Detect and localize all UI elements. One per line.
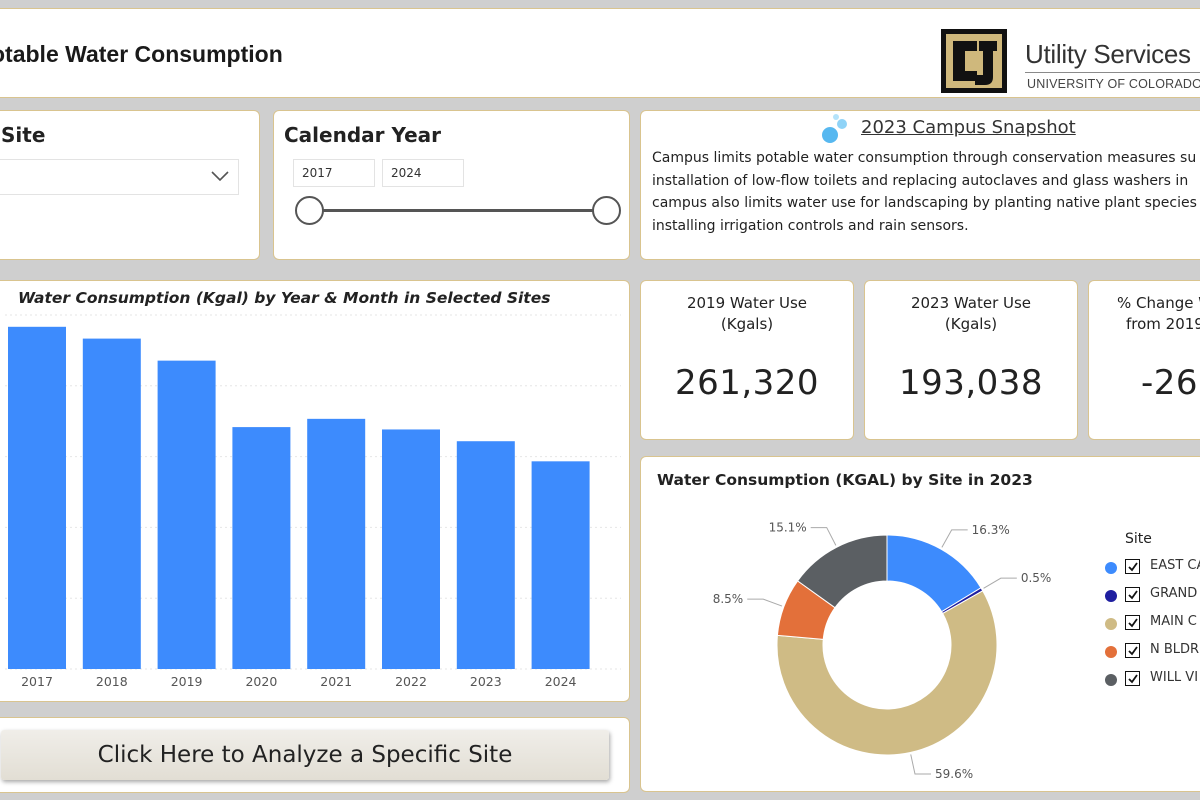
legend-color-dot xyxy=(1105,646,1117,658)
leader-line xyxy=(941,529,968,548)
x-tick-label: 2022 xyxy=(395,674,427,689)
legend-label: EAST CA xyxy=(1150,558,1200,573)
kpi-value: -26. xyxy=(1141,363,1200,403)
x-tick-label: 2019 xyxy=(171,674,203,689)
legend-item[interactable]: EAST CA xyxy=(1105,555,1200,583)
kpi-label: 2019 Water Use (Kgals) xyxy=(641,293,853,335)
legend-color-dot xyxy=(1105,562,1117,574)
year-to-input[interactable]: 2024 xyxy=(382,159,464,187)
legend-label: WILL VI xyxy=(1150,670,1199,685)
donut-slice-will-vi[interactable] xyxy=(796,534,888,609)
x-tick-label: 2018 xyxy=(96,674,128,689)
legend-label: N BLDR xyxy=(1150,642,1200,657)
year-slider-end-handle[interactable] xyxy=(592,196,621,225)
checkbox-checked-icon[interactable] xyxy=(1125,671,1140,686)
kpi-2023-water-use: 2023 Water Use (Kgals) 193,038 xyxy=(864,280,1078,440)
x-tick-label: 2021 xyxy=(320,674,352,689)
kpi-value: 193,038 xyxy=(898,363,1044,403)
pie-chart-card: Water Consumption (KGAL) by Site in 2023… xyxy=(640,456,1200,792)
bar-2017[interactable] xyxy=(8,326,66,669)
snapshot-body: Campus limits potable water consumption … xyxy=(652,147,1200,237)
leader-line xyxy=(910,754,931,775)
kpi-label-line1: % Change W xyxy=(1117,294,1200,312)
bar-2020[interactable] xyxy=(232,427,291,669)
x-tick-label: 2020 xyxy=(245,674,277,689)
kpi-value: 261,320 xyxy=(674,363,820,403)
bar-chart-title: Water Consumption (Kgal) by Year & Month… xyxy=(18,289,551,307)
kpi-label: 2023 Water Use (Kgals) xyxy=(865,293,1077,335)
kpi-2019-water-use: 2019 Water Use (Kgals) 261,320 xyxy=(640,280,854,440)
year-slider-start-handle[interactable] xyxy=(295,196,324,225)
legend-color-dot xyxy=(1105,618,1117,630)
leader-line xyxy=(747,598,783,607)
checkbox-checked-icon[interactable] xyxy=(1125,615,1140,630)
kpi-label-line2: from 2019 xyxy=(1126,315,1200,333)
snapshot-line: Campus limits potable water consumption … xyxy=(652,150,1197,166)
slice-pct-label: 0.5% xyxy=(1021,571,1052,585)
checkbox-checked-icon[interactable] xyxy=(1125,643,1140,658)
bar-2024[interactable] xyxy=(531,461,590,669)
bar-chart-card: Water Consumption (Kgal) by Year & Month… xyxy=(0,280,630,702)
bar-2023[interactable] xyxy=(456,441,515,669)
checkbox-checked-icon[interactable] xyxy=(1125,559,1140,574)
water-bubbles-icon xyxy=(822,114,847,143)
snapshot-line: campus also limits water use for landsca… xyxy=(652,195,1197,211)
bar-2018[interactable] xyxy=(82,338,141,669)
legend-item[interactable]: GRAND xyxy=(1105,583,1197,611)
kpi-label: % Change W from 2019 xyxy=(1117,293,1200,335)
leader-line xyxy=(810,527,837,546)
x-tick-label: 2024 xyxy=(545,674,577,689)
x-tick-label: 2017 xyxy=(21,674,53,689)
kpi-percent-change: % Change W from 2019 -26. xyxy=(1088,280,1200,440)
analyze-site-button[interactable]: Click Here to Analyze a Specific Site xyxy=(1,730,609,780)
legend-item[interactable]: N BLDR xyxy=(1105,639,1199,667)
bar-2021[interactable] xyxy=(307,418,366,669)
donut-chart: 16.3% 0.5% 59.6% 8.5% 15.1% xyxy=(713,521,1052,781)
analyze-card: Click Here to Analyze a Specific Site xyxy=(0,717,630,793)
kpi-label-line2: (Kgals) xyxy=(944,315,998,333)
logo-subtitle: UNIVERSITY OF COLORADO xyxy=(1027,77,1200,91)
legend-color-dot xyxy=(1105,674,1117,686)
chevron-down-icon xyxy=(211,171,229,182)
snapshot-line: installation of low-flow toilets and rep… xyxy=(652,172,1189,189)
leader-line xyxy=(983,577,1017,589)
kpi-label-line1: 2019 Water Use xyxy=(686,294,808,312)
slice-pct-label: 15.1% xyxy=(769,521,807,535)
legend-item[interactable]: MAIN C xyxy=(1105,611,1197,639)
cu-logo-icon xyxy=(941,29,1007,93)
legend-item[interactable]: WILL VI xyxy=(1105,667,1198,695)
legend-title: Site xyxy=(1125,531,1152,547)
site-slicer: Site xyxy=(0,110,260,260)
cu-logo: Utility Services UNIVERSITY OF COLORADO xyxy=(939,27,1200,97)
title-bar: otable Water Consumption Utility Service… xyxy=(0,8,1200,98)
slice-pct-label: 8.5% xyxy=(713,592,744,606)
snapshot-title: 2023 Campus Snapshot xyxy=(861,117,1076,138)
site-dropdown[interactable] xyxy=(0,159,239,195)
year-from-input[interactable]: 2017 xyxy=(293,159,375,187)
donut-slice-main-c[interactable] xyxy=(776,590,998,756)
year-slicer: Calendar Year 2017 2024 xyxy=(273,110,630,260)
legend-label: MAIN C xyxy=(1150,614,1197,629)
x-tick-label: 2023 xyxy=(470,674,502,689)
pie-chart-title: Water Consumption (KGAL) by Site in 2023 xyxy=(657,471,1033,489)
campus-snapshot: 2023 Campus Snapshot Campus limits potab… xyxy=(640,110,1200,260)
checkbox-checked-icon[interactable] xyxy=(1125,587,1140,602)
page-title: otable Water Consumption xyxy=(0,41,283,67)
logo-divider xyxy=(1025,72,1200,73)
slice-pct-label: 16.3% xyxy=(972,523,1010,537)
pie-legend: Site EAST CA GRAND MAIN C N BLDR WILL VI xyxy=(1105,531,1200,695)
site-slicer-label: Site xyxy=(1,123,46,147)
slice-pct-label: 59.6% xyxy=(935,767,973,781)
kpi-label-line2: (Kgals) xyxy=(720,315,774,333)
year-slicer-label: Calendar Year xyxy=(284,123,442,147)
legend-label: GRAND xyxy=(1150,586,1198,601)
logo-name: Utility Services xyxy=(1025,39,1191,69)
bar-2019[interactable] xyxy=(157,360,216,669)
kpi-label-line1: 2023 Water Use xyxy=(910,294,1032,312)
bar-chart: 2017 2018 2019 2020 2021 2022 2023 2024 xyxy=(5,314,621,689)
year-slider-track[interactable] xyxy=(310,209,606,212)
legend-color-dot xyxy=(1105,590,1117,602)
bar-2022[interactable] xyxy=(382,429,440,669)
snapshot-line: installing irrigation controls and rain … xyxy=(652,217,969,234)
